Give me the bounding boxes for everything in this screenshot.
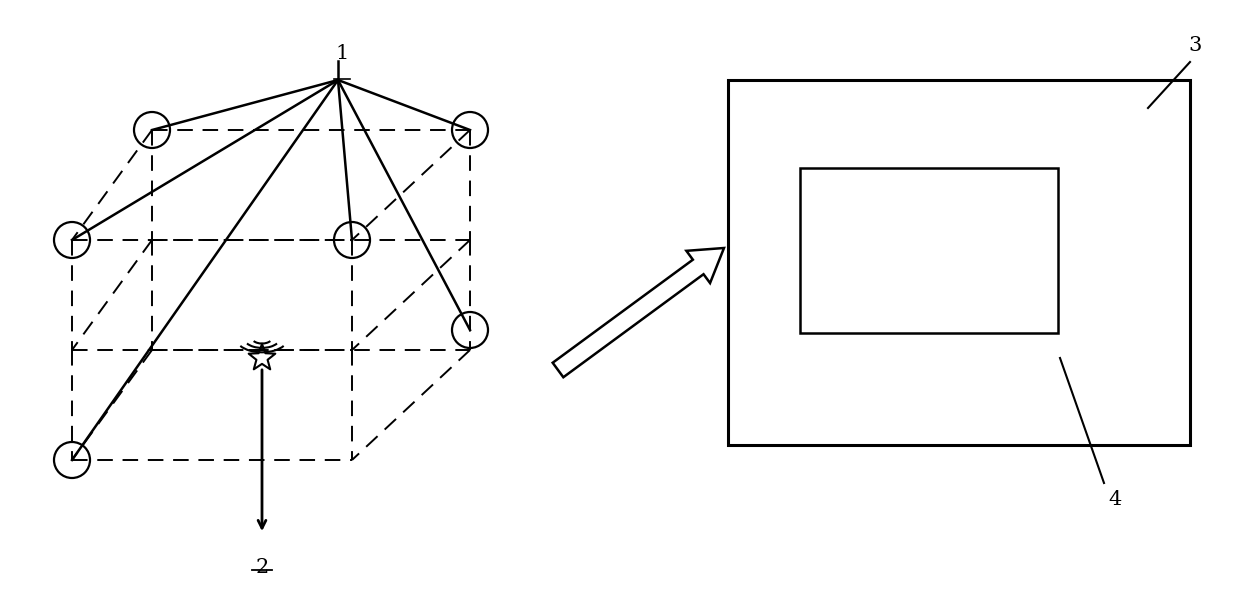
Text: 2: 2 bbox=[255, 558, 269, 577]
Text: 4: 4 bbox=[1109, 490, 1121, 509]
Text: 1: 1 bbox=[335, 44, 348, 63]
Text: 3: 3 bbox=[1188, 36, 1202, 55]
Bar bbox=[728, 80, 1190, 445]
Bar bbox=[800, 168, 1058, 333]
Polygon shape bbox=[553, 248, 724, 377]
